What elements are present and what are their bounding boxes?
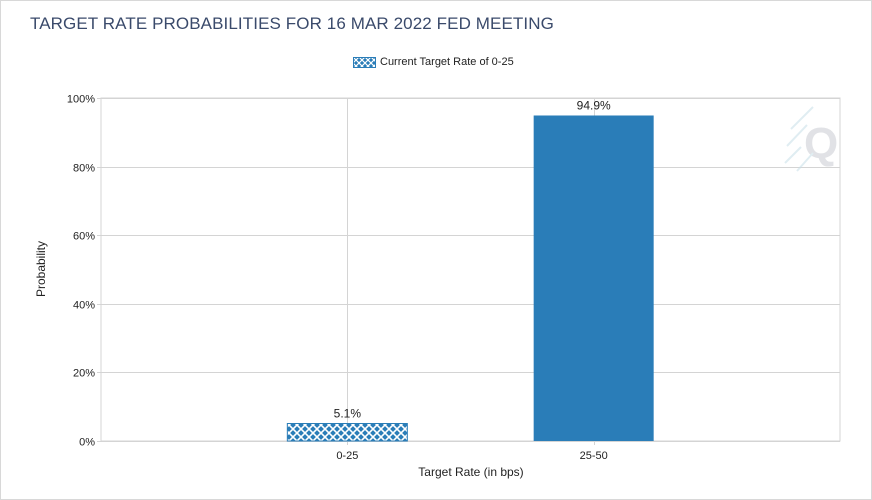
- y-tick-label: 80%: [73, 163, 95, 175]
- x-tick-label: 25-50: [580, 450, 608, 462]
- chart-legend: Current Target Rate of 0-25: [353, 56, 514, 68]
- legend-swatch-hatched: [353, 56, 376, 68]
- legend-label: Current Target Rate of 0-25: [380, 56, 514, 68]
- x-axis-label: Target Rate (in bps): [418, 465, 523, 479]
- y-tick-label: 0%: [79, 437, 95, 449]
- bar-value-label: 5.1%: [334, 407, 362, 421]
- watermark-letter: Q: [804, 119, 838, 168]
- watermark-streaks: [784, 106, 814, 172]
- y-axis-label: Probability: [34, 241, 48, 297]
- bar-value-label: 94.9%: [577, 98, 611, 112]
- y-tick-label: 100%: [67, 94, 95, 106]
- y-tick-label: 20%: [73, 368, 95, 380]
- watermark-logo: Q: [784, 106, 838, 172]
- y-tick-label: 40%: [73, 300, 95, 312]
- bar-0-25: [286, 423, 408, 442]
- chart-title: TARGET RATE PROBABILITIES FOR 16 MAR 202…: [30, 14, 554, 33]
- plot-area-border: [100, 97, 841, 442]
- x-tick-label: 0-25: [336, 450, 358, 462]
- y-tick-label: 60%: [73, 231, 95, 243]
- bar-25-50: [533, 115, 654, 442]
